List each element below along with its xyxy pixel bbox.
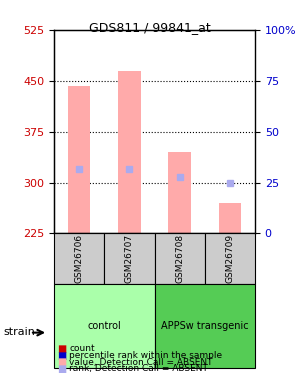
Text: GSM26707: GSM26707 <box>125 234 134 284</box>
Text: APPSw transgenic: APPSw transgenic <box>161 321 249 331</box>
Text: GSM26706: GSM26706 <box>75 234 84 284</box>
Bar <box>118 70 141 233</box>
FancyBboxPatch shape <box>54 284 154 368</box>
Text: ■: ■ <box>57 364 66 374</box>
Text: ■: ■ <box>57 344 66 354</box>
FancyBboxPatch shape <box>154 284 255 368</box>
Text: percentile rank within the sample: percentile rank within the sample <box>69 351 222 360</box>
Text: rank, Detection Call = ABSENT: rank, Detection Call = ABSENT <box>69 364 208 374</box>
FancyBboxPatch shape <box>154 233 205 284</box>
FancyBboxPatch shape <box>104 233 154 284</box>
Text: GSM26708: GSM26708 <box>175 234 184 284</box>
Bar <box>68 86 90 233</box>
Text: ■: ■ <box>57 357 66 367</box>
Text: control: control <box>87 321 121 331</box>
Text: count: count <box>69 344 94 353</box>
FancyBboxPatch shape <box>205 233 255 284</box>
FancyBboxPatch shape <box>54 233 104 284</box>
Text: GDS811 / 99841_at: GDS811 / 99841_at <box>89 21 211 34</box>
Text: value, Detection Call = ABSENT: value, Detection Call = ABSENT <box>69 358 212 367</box>
Text: ■: ■ <box>57 351 66 360</box>
Text: strain: strain <box>3 327 35 337</box>
Bar <box>219 203 241 233</box>
Text: GSM26709: GSM26709 <box>225 234 234 284</box>
Bar <box>168 152 191 233</box>
